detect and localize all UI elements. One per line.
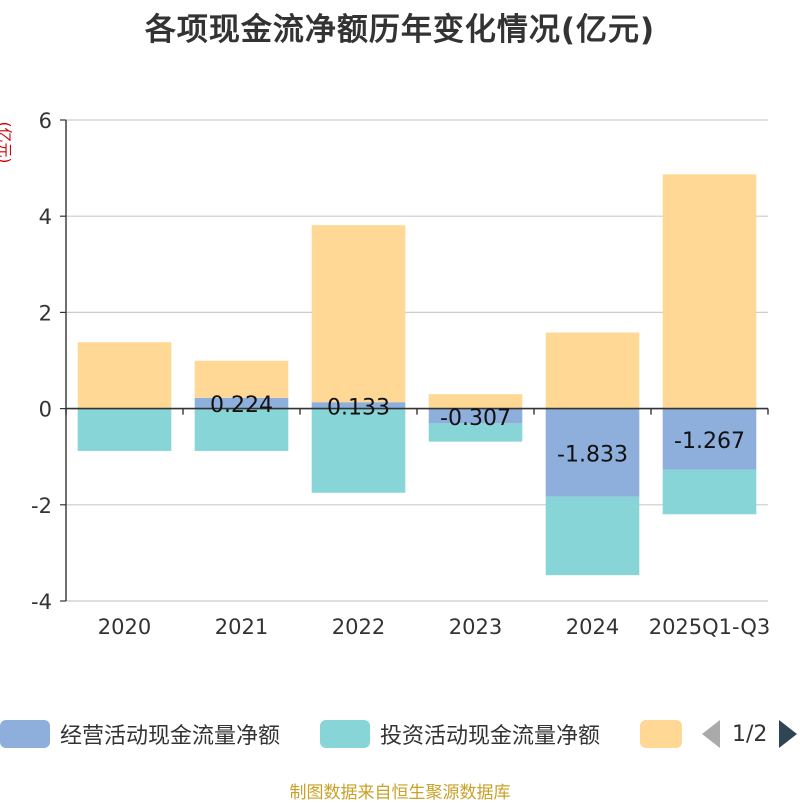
legend-prev-page-icon[interactable]	[702, 720, 720, 748]
chart-title: 各项现金流净额历年变化情况(亿元)	[144, 12, 656, 48]
y-tick-label: 0	[39, 398, 52, 422]
bar-investing	[194, 408, 289, 451]
data-label: 0.133	[327, 395, 390, 420]
bar-financing	[311, 225, 406, 403]
bar-financing	[545, 332, 640, 409]
legend-swatch-financing	[640, 720, 682, 748]
bar-investing	[545, 496, 640, 576]
legend-swatch-operating	[0, 720, 50, 748]
legend-pager: 1/2	[702, 716, 798, 752]
legend: 经营活动现金流量净额 投资活动现金流量净额 1/2	[0, 716, 800, 752]
y-tick-label: 4	[39, 205, 52, 229]
y-tick-label: 2	[39, 301, 52, 325]
bar-operating	[662, 408, 757, 470]
data-source-note: 制图数据来自恒生聚源数据库	[289, 783, 511, 803]
data-label: 0.224	[210, 393, 273, 418]
bar-financing	[194, 360, 289, 398]
bar-investing	[311, 408, 406, 493]
x-tick-label: 2025Q1-Q3	[649, 615, 771, 639]
legend-swatch-investing	[320, 720, 370, 748]
bar-financing	[77, 342, 172, 409]
bar-investing	[428, 423, 523, 442]
bar-operating	[194, 397, 289, 409]
x-tick-label: 2023	[449, 615, 502, 639]
data-label: -0.307	[440, 406, 511, 431]
legend-item-operating[interactable]: 经营活动现金流量净额	[0, 716, 280, 752]
bar-financing	[662, 174, 757, 409]
bar-operating	[428, 408, 523, 424]
x-tick-label: 2020	[98, 615, 151, 639]
x-tick-label: 2021	[215, 615, 268, 639]
bar-operating	[311, 402, 406, 409]
y-tick-label: -4	[31, 590, 52, 614]
x-tick-label: 2022	[332, 615, 385, 639]
data-label: -1.833	[557, 443, 628, 468]
legend-item-investing[interactable]: 投资活动现金流量净额	[320, 716, 600, 752]
legend-label-investing: 投资活动现金流量净额	[380, 724, 601, 749]
y-tick-label: 6	[39, 109, 52, 133]
bar-financing	[428, 394, 523, 409]
bar-investing	[662, 469, 757, 515]
chart-area: -4 -2 0 2 4 6 2020 2021 2022 2023 2024 2025Q1-Q3 0.…	[31, 109, 771, 639]
bar-investing	[77, 408, 172, 451]
data-label: -1.267	[674, 429, 745, 454]
legend-page-indicator: 1/2	[732, 721, 768, 747]
y-tick-label: -2	[31, 494, 52, 518]
legend-item-financing[interactable]	[640, 716, 692, 752]
legend-label-operating: 经营活动现金流量净额	[60, 724, 281, 749]
x-tick-label: 2024	[566, 615, 619, 639]
legend-next-page-icon[interactable]	[779, 720, 798, 748]
bar-operating	[545, 408, 640, 497]
